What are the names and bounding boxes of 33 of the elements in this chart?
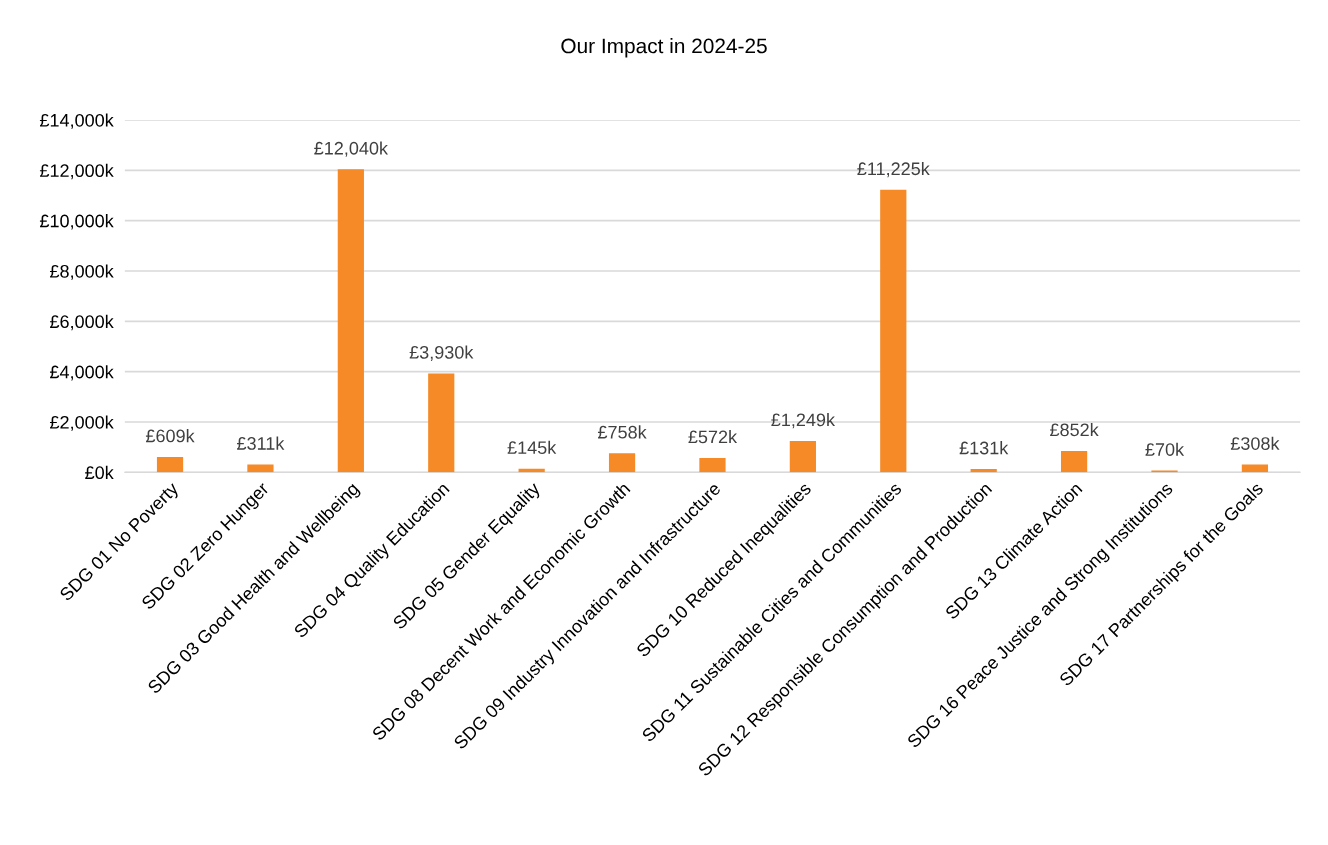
bar bbox=[789, 440, 816, 473]
data-label: £12,040k bbox=[314, 141, 389, 157]
data-label: £609k bbox=[145, 429, 195, 443]
y-tick-label: £12,000k bbox=[39, 163, 114, 180]
bar bbox=[970, 469, 997, 473]
data-label: £572k bbox=[688, 430, 738, 444]
y-tick-label: £14,000k bbox=[39, 113, 114, 129]
chart-title: Our Impact in 2024-25 bbox=[561, 38, 767, 58]
data-label: £1,249k bbox=[771, 412, 836, 429]
data-label: £308k bbox=[1230, 436, 1280, 450]
bar bbox=[337, 169, 364, 473]
y-tick-label: £0k bbox=[85, 465, 114, 480]
y-tick-label: £10,000k bbox=[39, 214, 114, 230]
y-tick-label: £6,000k bbox=[49, 314, 114, 331]
bar bbox=[428, 373, 455, 473]
data-label: £11,225k bbox=[857, 161, 930, 178]
y-tick-label: £4,000k bbox=[49, 365, 114, 381]
data-label: £311k bbox=[237, 436, 285, 450]
bar bbox=[608, 453, 636, 473]
data-label: £852k bbox=[1050, 422, 1099, 437]
y-tick-label: £2,000k bbox=[49, 415, 114, 431]
data-label: £131k bbox=[959, 441, 1009, 455]
data-label: £758k bbox=[597, 425, 647, 439]
bar bbox=[156, 457, 184, 473]
bar bbox=[1060, 450, 1088, 473]
data-label: £145k bbox=[507, 440, 557, 455]
data-label: £70k bbox=[1145, 442, 1185, 456]
bar bbox=[880, 189, 907, 473]
y-tick-label: £8,000k bbox=[49, 264, 114, 280]
bar bbox=[699, 457, 726, 473]
data-label: £3,930k bbox=[409, 345, 474, 361]
bar bbox=[247, 464, 274, 473]
bar bbox=[1241, 464, 1269, 473]
